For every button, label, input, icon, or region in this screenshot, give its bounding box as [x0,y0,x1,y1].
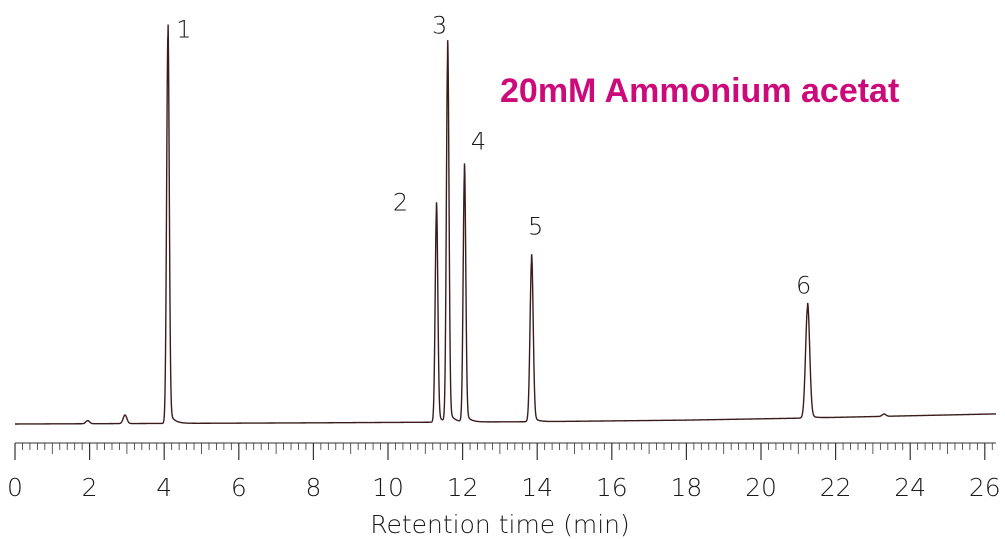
x-tick-label: 22 [820,473,852,502]
x-tick-label: 24 [894,473,926,502]
peak-label-6: 6 [796,271,811,299]
peak-label-5: 5 [528,213,543,241]
x-tick-label: 12 [447,473,479,502]
x-tick-label: 20 [745,473,777,502]
peak-label-1: 1 [176,15,191,43]
x-tick-label: 4 [156,473,172,502]
trace-group [15,24,997,425]
x-tick-label: 6 [231,473,247,502]
x-tick-label: 2 [82,473,98,502]
x-tick-label: 8 [305,473,321,502]
x-tick-label: 0 [7,473,23,502]
chromatogram-trace [15,24,997,425]
x-axis-title: Retention time (min) [370,510,630,539]
x-tick-label: 26 [969,473,1001,502]
peak-label-2: 2 [393,189,408,217]
peak-label-3: 3 [432,11,447,39]
x-tick-label: 18 [670,473,702,502]
x-tick-label: 16 [596,473,628,502]
peak-labels: 1 2 3 4 5 6 [176,11,811,299]
x-axis: 0 2 4 6 8 10 12 14 16 18 20 22 24 26 [7,442,1001,502]
x-tick-label: 10 [372,473,404,502]
mobile-phase-annotation: 20mM Ammonium acetat [500,72,899,110]
x-tick-label: 14 [521,473,553,502]
peak-label-4: 4 [471,128,486,156]
